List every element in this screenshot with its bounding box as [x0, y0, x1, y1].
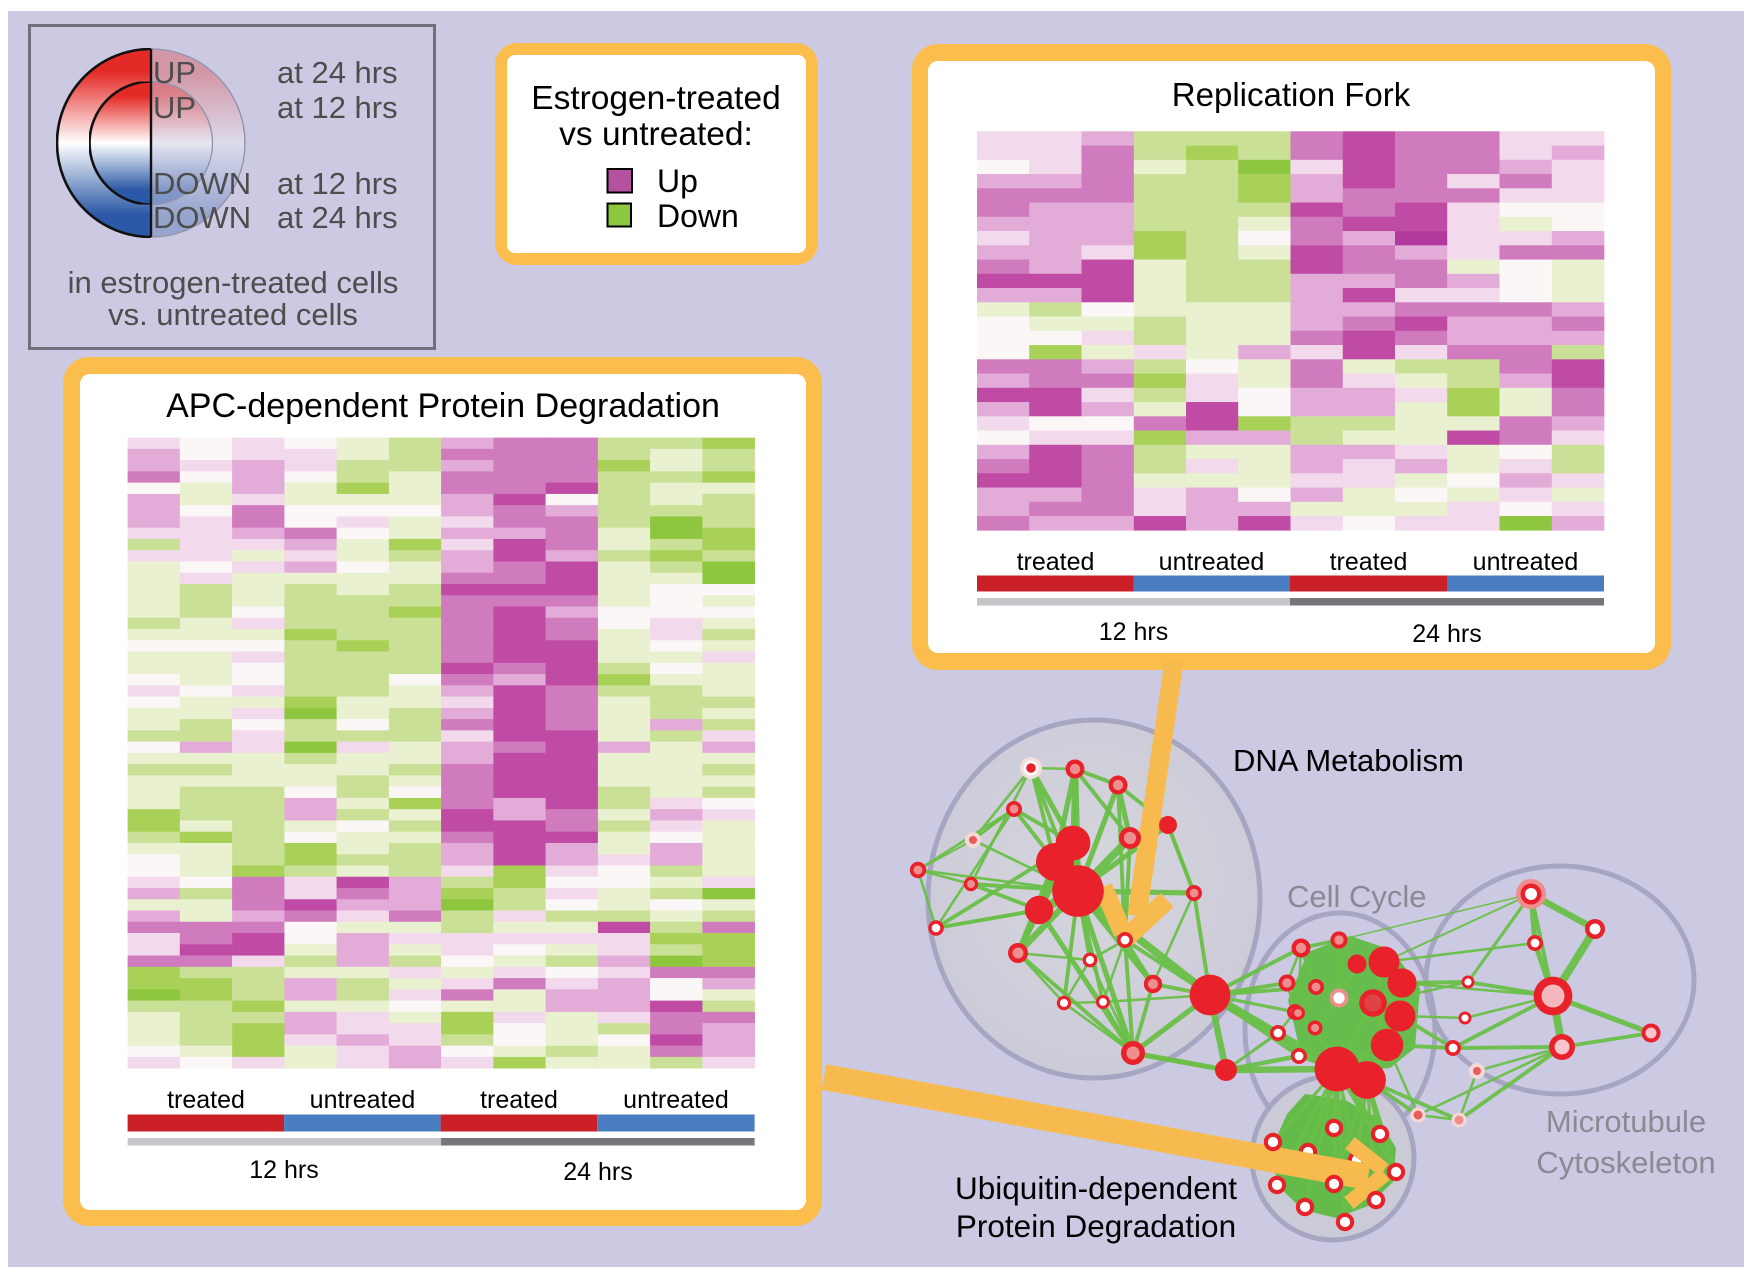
svg-text:at 12 hrs: at 12 hrs [277, 90, 398, 125]
svg-text:Up: Up [657, 163, 698, 199]
svg-text:vs. untreated cells: vs. untreated cells [108, 297, 358, 332]
svg-text:treated: treated [1017, 548, 1095, 576]
svg-text:DOWN: DOWN [153, 200, 251, 235]
svg-text:Estrogen-treated: Estrogen-treated [531, 80, 781, 117]
svg-text:treated: treated [1330, 548, 1408, 576]
svg-text:in estrogen-treated cells: in estrogen-treated cells [68, 265, 399, 300]
svg-text:APC-dependent Protein Degradat: APC-dependent Protein Degradation [166, 387, 720, 425]
svg-text:untreated: untreated [1473, 548, 1579, 576]
svg-text:24 hrs: 24 hrs [563, 1158, 632, 1186]
svg-text:UP: UP [153, 55, 196, 90]
svg-text:at 24 hrs: at 24 hrs [277, 200, 398, 235]
svg-text:treated: treated [167, 1086, 245, 1114]
svg-text:Protein Degradation: Protein Degradation [956, 1208, 1236, 1244]
svg-text:Microtubule: Microtubule [1546, 1104, 1706, 1139]
svg-text:at 12 hrs: at 12 hrs [277, 166, 398, 201]
svg-text:24 hrs: 24 hrs [1412, 620, 1481, 648]
svg-text:12 hrs: 12 hrs [249, 1156, 318, 1184]
svg-text:Down: Down [657, 198, 739, 234]
svg-text:untreated: untreated [310, 1086, 416, 1114]
svg-text:12 hrs: 12 hrs [1099, 618, 1168, 646]
svg-text:Replication Fork: Replication Fork [1172, 76, 1411, 113]
svg-text:UP: UP [153, 90, 196, 125]
svg-text:untreated: untreated [1159, 548, 1265, 576]
svg-text:vs untreated:: vs untreated: [559, 116, 753, 153]
svg-text:Cell Cycle: Cell Cycle [1287, 879, 1427, 914]
svg-text:DNA Metabolism: DNA Metabolism [1233, 743, 1464, 778]
svg-text:Ubiquitin-dependent: Ubiquitin-dependent [955, 1170, 1237, 1206]
svg-text:untreated: untreated [623, 1086, 729, 1114]
svg-text:DOWN: DOWN [153, 166, 251, 201]
svg-text:treated: treated [480, 1086, 558, 1114]
svg-text:Cytoskeleton: Cytoskeleton [1536, 1145, 1715, 1180]
svg-text:at 24 hrs: at 24 hrs [277, 55, 398, 90]
